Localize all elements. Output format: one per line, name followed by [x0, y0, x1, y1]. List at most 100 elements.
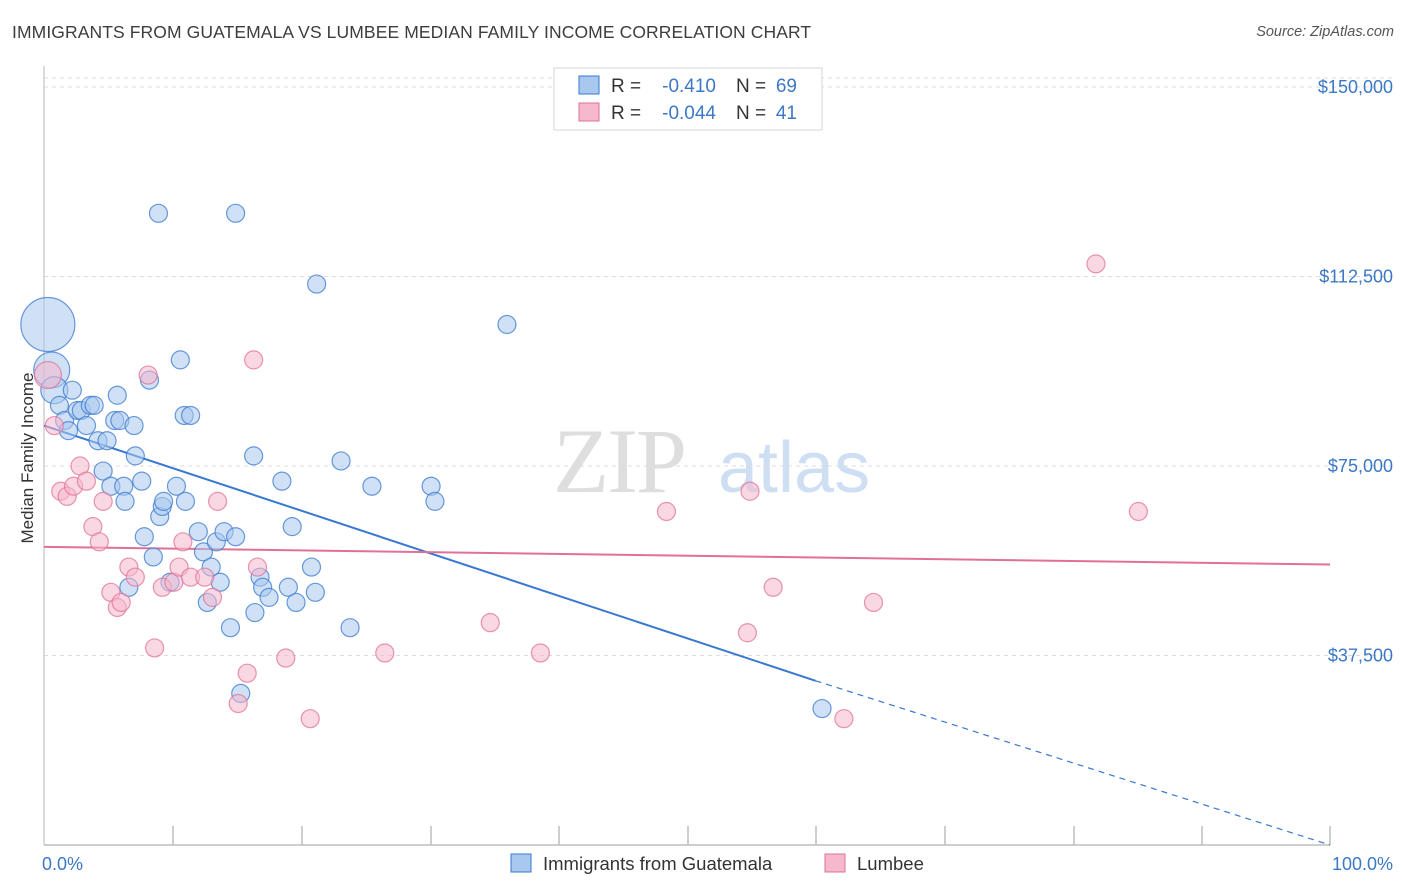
point-guatemala-58 [301, 557, 322, 577]
legend-label-guatemala: Immigrants from Guatemala [543, 853, 773, 874]
point-guatemala-49 [244, 446, 264, 466]
point-lumbee-0 [33, 360, 62, 390]
legend-label-lumbee: Lumbee [857, 853, 924, 874]
trend-line-guatemala-extension [815, 680, 1331, 846]
stats-legend-swatch-0 [578, 75, 600, 95]
point-lumbee-30 [300, 709, 320, 729]
point-lumbee-38 [834, 709, 854, 729]
point-guatemala-38 [188, 522, 208, 542]
point-guatemala-25 [134, 527, 154, 547]
point-guatemala-53 [259, 587, 279, 607]
point-lumbee-16 [144, 638, 165, 658]
y-tick-label-3: $150,000 [1318, 77, 1393, 97]
point-lumbee-15 [138, 365, 158, 385]
point-guatemala-34 [170, 350, 190, 370]
point-lumbee-41 [1128, 501, 1148, 522]
watermark-atlas: atlas [718, 428, 870, 508]
point-guatemala-6 [62, 380, 82, 400]
point-lumbee-31 [375, 643, 395, 663]
point-lumbee-24 [208, 491, 228, 511]
source-label: Source: ZipAtlas.com [1256, 24, 1394, 40]
point-lumbee-22 [195, 567, 215, 587]
stats-legend-r-value-1: -0.044 [662, 103, 716, 124]
point-lumbee-25 [228, 693, 248, 714]
point-guatemala-27 [143, 547, 163, 567]
point-lumbee-35 [737, 623, 758, 643]
stats-legend-r-value-0: -0.410 [662, 76, 716, 97]
point-lumbee-33 [530, 643, 550, 663]
point-lumbee-40 [1086, 254, 1106, 274]
watermark-zip: ZIP [553, 410, 685, 512]
point-guatemala-37 [181, 405, 201, 426]
stats-legend-n-label-0: N = [736, 76, 766, 97]
point-guatemala-47 [226, 203, 246, 223]
data-points [20, 203, 1148, 729]
point-lumbee-26 [237, 663, 257, 683]
point-lumbee-14 [125, 567, 145, 587]
axes [43, 66, 1331, 846]
y-tick-labels: $37,500 $75,000 $112,500 $150,000 [1318, 77, 1393, 665]
point-lumbee-28 [247, 557, 268, 577]
y-tick-label-2: $112,500 [1319, 267, 1393, 287]
point-guatemala-31 [153, 491, 174, 511]
point-guatemala-57 [286, 592, 306, 613]
stats-legend-r-label-0: R = [611, 76, 641, 97]
point-lumbee-32 [480, 613, 500, 633]
point-lumbee-27 [244, 350, 264, 370]
y-axis-label-group: Median Family Income [18, 372, 37, 543]
point-guatemala-45 [220, 618, 241, 638]
point-lumbee-6 [76, 471, 97, 491]
chart-title: IMMIGRANTS FROM GUATEMALA VS LUMBEE MEDI… [12, 22, 812, 42]
point-guatemala-36 [175, 491, 196, 511]
point-guatemala-66 [497, 314, 517, 335]
point-guatemala-50 [245, 602, 265, 623]
point-guatemala-14 [97, 431, 117, 451]
point-lumbee-12 [111, 592, 131, 613]
point-guatemala-23 [125, 446, 145, 466]
series-legend: Immigrants from Guatemala Lumbee [510, 853, 924, 874]
point-lumbee-39 [863, 592, 884, 613]
y-tick-label-0: $37,500 [1328, 646, 1393, 666]
point-guatemala-39 [193, 542, 214, 562]
legend-swatch-guatemala [510, 853, 532, 873]
point-lumbee-29 [276, 648, 296, 668]
point-guatemala-20 [115, 491, 135, 511]
point-guatemala-17 [107, 385, 127, 405]
point-guatemala-13 [93, 461, 113, 481]
point-lumbee-8 [89, 532, 109, 552]
y-axis-label: Median Family Income [18, 372, 37, 543]
point-guatemala-22 [124, 415, 144, 436]
point-guatemala-55 [278, 577, 298, 597]
point-guatemala-0 [20, 296, 76, 353]
point-guatemala-46 [226, 527, 246, 547]
stats-legend-swatch-1 [578, 102, 600, 122]
stats-legend: R = -0.410 N = 69 R = -0.044 N = 41 [553, 67, 823, 131]
point-lumbee-23 [202, 587, 223, 607]
stats-legend-n-value-0: 69 [776, 76, 797, 97]
point-guatemala-33 [166, 476, 187, 496]
stats-legend-n-value-1: 41 [776, 103, 797, 124]
point-lumbee-36 [740, 481, 760, 501]
point-guatemala-11 [84, 395, 104, 415]
point-lumbee-20 [173, 532, 193, 552]
x-tick-label-1: 100.0% [1332, 854, 1393, 874]
point-lumbee-37 [763, 577, 783, 597]
trend-line-lumbee [43, 545, 1331, 566]
point-guatemala-61 [331, 451, 351, 471]
x-tick-label-0: 0.0% [42, 854, 83, 874]
point-guatemala-67 [812, 698, 832, 719]
trend-line-guatemala [43, 424, 816, 682]
point-guatemala-9 [76, 415, 97, 436]
point-lumbee-9 [93, 491, 113, 511]
point-guatemala-60 [307, 274, 327, 294]
point-lumbee-34 [656, 501, 677, 522]
point-guatemala-65 [425, 491, 445, 511]
point-guatemala-24 [132, 471, 152, 491]
grid-lines [44, 77, 1394, 656]
legend-swatch-lumbee [824, 853, 846, 873]
x-tick-labels: 0.0% 100.0% [42, 854, 1393, 874]
point-guatemala-62 [340, 618, 360, 638]
point-guatemala-59 [305, 582, 325, 602]
trend-lines [43, 424, 1331, 846]
